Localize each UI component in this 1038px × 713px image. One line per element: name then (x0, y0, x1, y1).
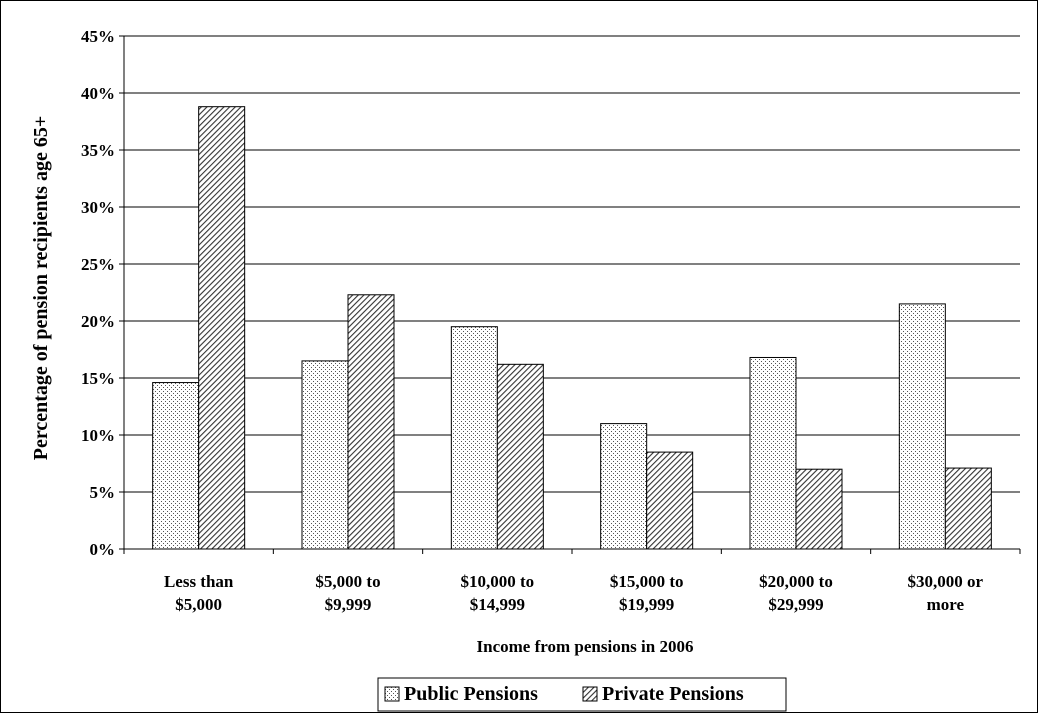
bar-public (152, 382, 200, 550)
x-category-labels: Less than $5,000 $5,000 to $9,999 $10,000 to… (164, 572, 984, 614)
legend-box (377, 677, 787, 712)
legend-label-public: Public Pensions (404, 683, 538, 705)
x-category-label: $30,000 or (908, 572, 984, 591)
bar-public (450, 326, 498, 550)
y-tick-label: 45% (81, 27, 115, 46)
gridlines (119, 35, 1020, 550)
bars (152, 106, 992, 550)
y-tick-label: 35% (81, 141, 115, 160)
x-category-label: $19,999 (619, 595, 674, 614)
y-axis-title: Percentage of pension recipients age 65+ (30, 116, 52, 461)
x-category-label: $10,000 to (460, 572, 534, 591)
bar-private (198, 106, 246, 550)
x-axis-title: Income from pensions in 2006 (477, 637, 694, 656)
axes (123, 36, 1021, 554)
x-category-label: $20,000 to (759, 572, 833, 591)
x-category-label: $5,000 (175, 595, 222, 614)
bar-public (600, 423, 648, 550)
bar-private (496, 363, 544, 550)
y-tick-label: 30% (81, 198, 115, 217)
x-category-label: more (927, 595, 965, 614)
bar-public (898, 303, 946, 550)
legend-swatch-public (384, 686, 400, 702)
bar-private (646, 451, 694, 550)
legend-swatch-private (582, 686, 598, 702)
x-category-label: $14,999 (470, 595, 525, 614)
y-tick-label: 10% (81, 426, 115, 445)
bar-private (347, 294, 395, 550)
y-tick-label: 0% (90, 540, 116, 559)
bar-private (944, 467, 992, 550)
bar-private (795, 468, 843, 550)
y-tick-label: 15% (81, 369, 115, 388)
x-category-label: $9,999 (325, 595, 372, 614)
y-tick-label: 40% (81, 84, 115, 103)
x-category-label: $15,000 to (610, 572, 684, 591)
y-tick-label: 25% (81, 255, 115, 274)
y-tick-label: 5% (90, 483, 116, 502)
bar-public (301, 360, 349, 550)
bar-public (749, 356, 797, 550)
x-category-label: $5,000 to (315, 572, 380, 591)
y-tick-label: 20% (81, 312, 115, 331)
y-tick-labels: 0% 5% 10% 15% 20% 25% 30% 35% 40% 45% (81, 27, 115, 559)
x-category-label: Less than (164, 572, 234, 591)
legend: Public Pensions Private Pensions (377, 677, 787, 712)
x-category-label: $29,999 (768, 595, 823, 614)
legend-label-private: Private Pensions (602, 683, 744, 705)
